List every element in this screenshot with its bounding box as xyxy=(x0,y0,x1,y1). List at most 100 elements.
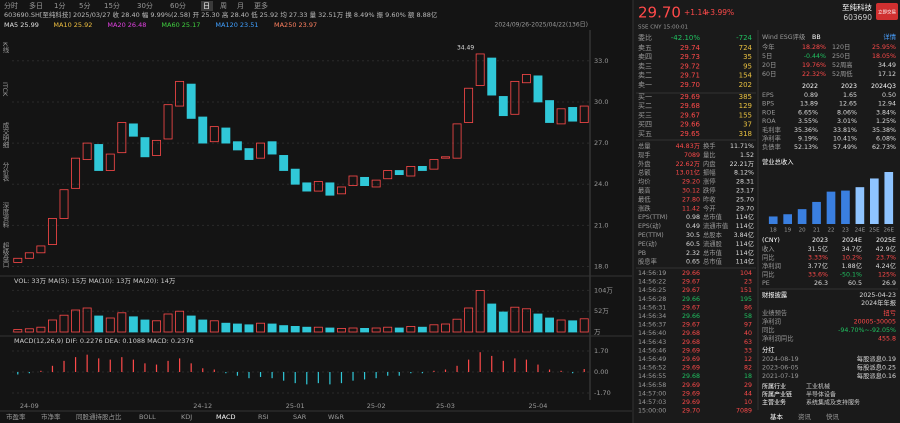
panel-tab[interactable]: 快讯 xyxy=(826,412,840,421)
panel-tab[interactable]: 基本 xyxy=(770,412,784,421)
tape-time: 14:56:49 xyxy=(638,356,666,363)
period-tab[interactable]: 分时 xyxy=(4,1,18,10)
tape-time: 14:56:40 xyxy=(638,330,666,337)
book-qty: 37 xyxy=(743,121,752,129)
candle xyxy=(464,87,474,123)
volume-bar xyxy=(244,324,254,333)
trade-button[interactable]: 立即交易 xyxy=(878,9,896,16)
label: 18.28% xyxy=(802,44,826,51)
macd-bar xyxy=(352,372,354,381)
label: 2025E xyxy=(876,237,896,244)
period-tab[interactable]: 日 xyxy=(203,2,210,10)
y-tick-label: 33.0 xyxy=(594,57,608,65)
stat-value: 8.12% xyxy=(734,170,754,177)
indicator-tab[interactable]: MACD xyxy=(216,413,235,421)
stat-value: 114亿 xyxy=(736,257,754,266)
side-tab[interactable]: K线 xyxy=(1,42,9,53)
volume-bar xyxy=(441,323,450,333)
volume-bar xyxy=(383,326,393,333)
book-qty: 154 xyxy=(739,72,753,80)
y-tick-label: 万 xyxy=(594,328,601,336)
tape-volume: 7089 xyxy=(736,408,752,415)
label: 业绩预告 xyxy=(762,308,787,317)
macd-bar xyxy=(329,372,331,385)
macd-bar xyxy=(167,360,169,372)
side-tab[interactable]: 深度资料 xyxy=(1,201,9,230)
revenue-bar xyxy=(812,201,821,224)
side-tab[interactable]: 成交明细 xyxy=(1,121,9,150)
indicator-tab[interactable]: BOLL xyxy=(139,413,156,421)
candle xyxy=(325,182,335,196)
book-level: 买一 xyxy=(638,93,652,101)
label: 25E xyxy=(869,228,880,234)
stat-value: 27.80 xyxy=(682,196,700,203)
volume-bar xyxy=(510,306,520,333)
volume-bar xyxy=(59,314,69,333)
macd-bar xyxy=(410,372,412,374)
tape-price: 29.67 xyxy=(682,322,700,329)
candle xyxy=(152,139,161,156)
stat-value: 30.12 xyxy=(682,188,700,195)
candle xyxy=(383,170,393,180)
label: 3.84% xyxy=(876,109,896,116)
label: 主营业务 xyxy=(762,399,786,407)
indicator-tab[interactable]: W&R xyxy=(328,413,344,421)
macd-bar xyxy=(468,359,470,372)
revenue-bar xyxy=(826,191,836,224)
period-tab[interactable]: 周 xyxy=(220,2,227,10)
period-tab[interactable]: 1分 xyxy=(54,1,65,10)
label: 营业总收入 xyxy=(762,157,794,166)
label: 19.76% xyxy=(802,62,826,69)
label: EPS xyxy=(762,92,774,99)
period-tab[interactable]: 5分 xyxy=(79,1,90,10)
side-tab[interactable]: 分价表 xyxy=(1,161,9,183)
side-tab[interactable]: ITCK xyxy=(1,82,9,97)
period-tab[interactable]: 更多 xyxy=(254,1,268,10)
period-tab[interactable]: 60分 xyxy=(170,1,186,10)
indicator-tab[interactable]: 市净率 xyxy=(41,412,61,421)
macd-bar xyxy=(398,372,400,376)
candle xyxy=(360,176,370,187)
indicator-tab[interactable]: 同股通持股占比 xyxy=(76,412,122,421)
candle xyxy=(186,83,196,119)
period-tab[interactable]: 月 xyxy=(237,2,244,10)
stat-label: 涨停 xyxy=(703,177,716,186)
label: 12.65 xyxy=(839,101,857,108)
indicator-tab[interactable]: KDJ xyxy=(181,413,192,421)
period-tab[interactable]: 15分 xyxy=(104,1,120,10)
label: 22 xyxy=(828,228,835,234)
candle xyxy=(267,141,277,155)
period-tab[interactable]: 30分 xyxy=(137,1,153,10)
candle xyxy=(452,123,462,159)
ma-legend: MA60 25.17 xyxy=(161,21,200,29)
macd-bar xyxy=(525,359,528,372)
indicator-tab[interactable]: RSI xyxy=(258,413,269,421)
label[interactable]: 详情 xyxy=(883,32,896,41)
macd-bar xyxy=(514,358,516,372)
panel-tab[interactable]: 资讯 xyxy=(798,412,812,421)
tape-price: 29.66 xyxy=(682,313,700,320)
label: 净利润 xyxy=(762,317,781,326)
tape-volume: 23 xyxy=(744,279,752,286)
volume-bar xyxy=(545,317,554,333)
candle xyxy=(209,126,219,143)
book-qty: 724 xyxy=(739,44,753,52)
indicator-tab[interactable]: SAR xyxy=(293,413,307,421)
candle xyxy=(406,165,416,177)
indicator-tab[interactable]: 市盈率 xyxy=(6,412,26,421)
candle xyxy=(290,168,300,185)
stat-label: 外盘 xyxy=(638,159,651,168)
label: 18.05% xyxy=(872,53,896,60)
trade-button-bg[interactable] xyxy=(876,3,898,20)
side-tab[interactable]: 超级盘口 xyxy=(1,241,9,268)
stat-value: 0.98 xyxy=(686,214,700,221)
label: 20 xyxy=(799,228,806,234)
label: 52周低 xyxy=(832,69,853,78)
stat-value: 114亿 xyxy=(736,212,754,221)
tape-volume: 86 xyxy=(744,304,752,311)
stat-label: 流通股 xyxy=(703,239,723,248)
book-price: 29.66 xyxy=(680,121,701,129)
period-tab[interactable]: 多日 xyxy=(29,1,43,10)
tape-time: 14:57:00 xyxy=(638,390,666,397)
macd-bar xyxy=(74,357,77,372)
